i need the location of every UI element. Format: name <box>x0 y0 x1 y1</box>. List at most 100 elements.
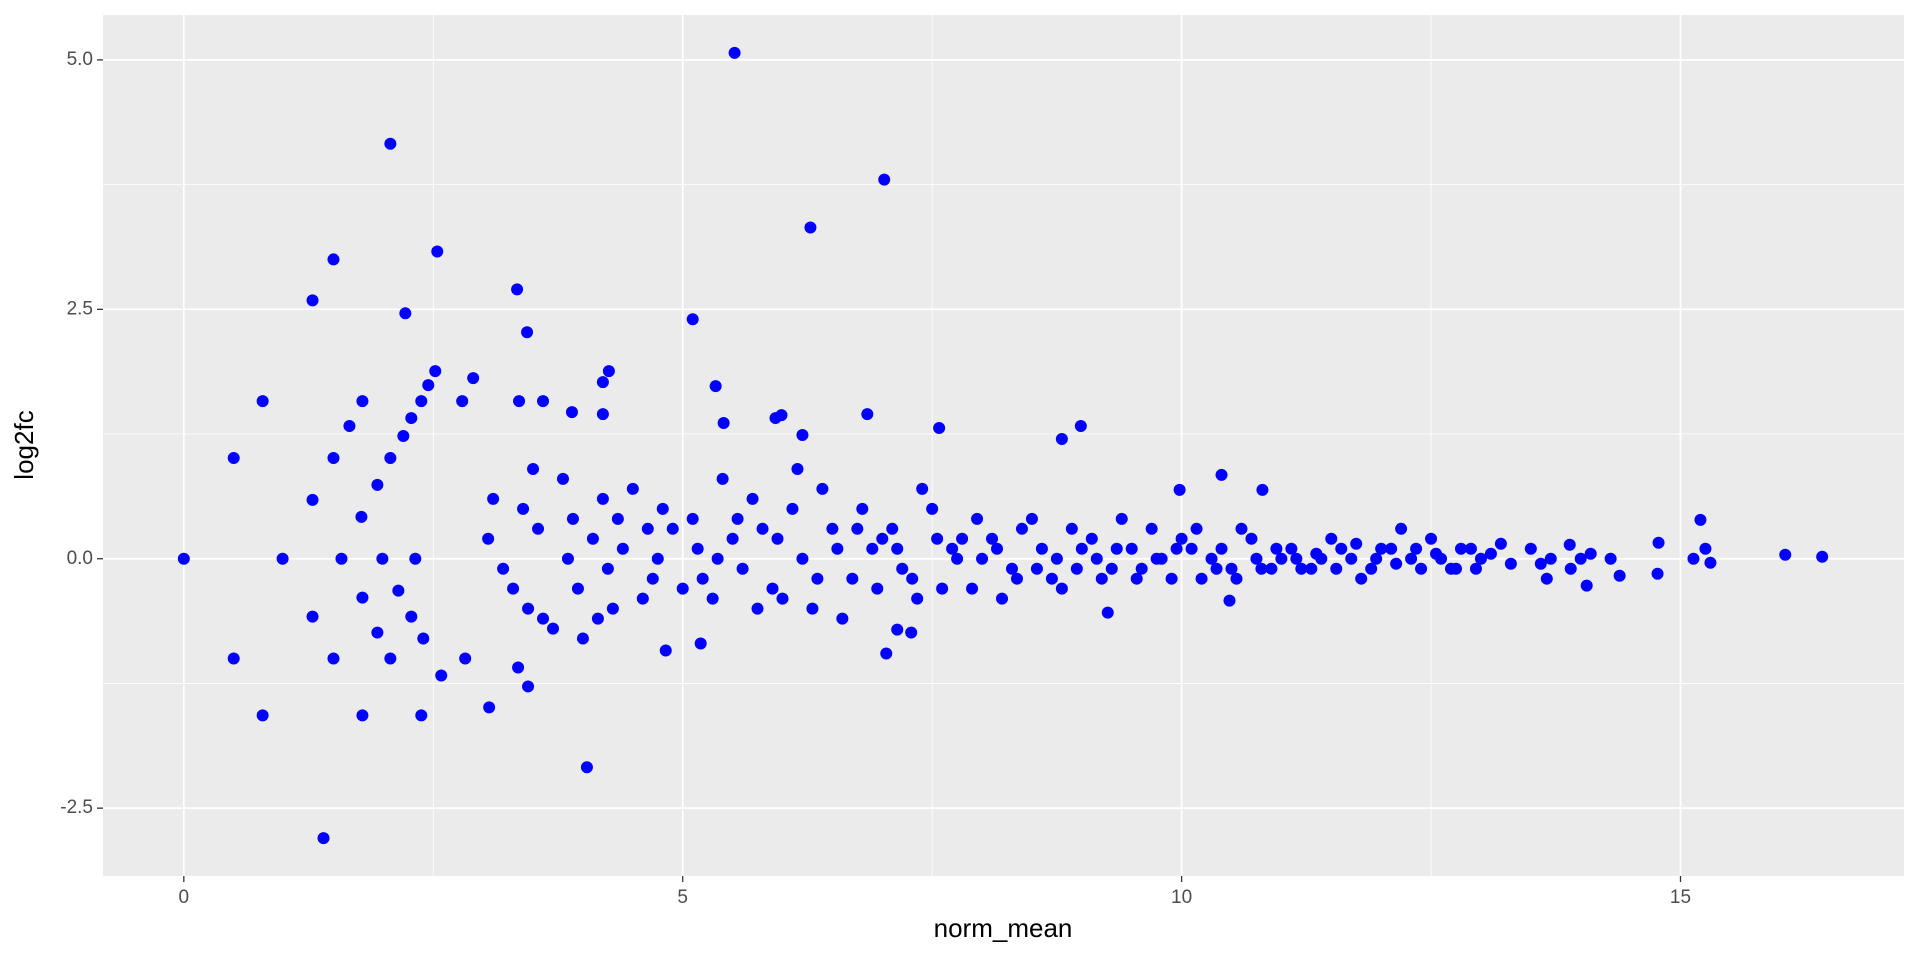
point <box>482 532 495 545</box>
point <box>771 532 784 545</box>
point <box>866 542 879 555</box>
point <box>429 365 442 378</box>
y-tick-label: 5.0 <box>67 49 93 70</box>
point <box>1070 562 1083 575</box>
point <box>1295 562 1308 575</box>
point <box>415 709 428 722</box>
point <box>1255 562 1268 575</box>
point <box>399 307 412 320</box>
point <box>532 522 545 535</box>
point <box>306 610 319 623</box>
point <box>1390 557 1403 570</box>
point <box>1310 547 1323 560</box>
point <box>1265 562 1278 575</box>
point <box>616 542 629 555</box>
point <box>811 572 824 585</box>
point <box>796 552 809 565</box>
point <box>522 680 535 693</box>
point <box>878 173 891 186</box>
point <box>686 313 699 326</box>
point <box>1494 537 1507 550</box>
point <box>397 430 410 443</box>
point <box>1651 567 1664 580</box>
point <box>1135 562 1148 575</box>
point <box>651 552 664 565</box>
point <box>709 380 722 393</box>
point <box>728 46 741 59</box>
point <box>384 652 397 665</box>
point <box>946 542 959 555</box>
point <box>227 652 240 665</box>
point <box>596 492 609 505</box>
point <box>1210 562 1223 575</box>
y-axis-title: log2fc <box>9 410 39 479</box>
point <box>596 408 609 421</box>
plot-panel <box>103 15 1904 876</box>
point <box>880 647 893 660</box>
point <box>911 592 924 605</box>
point <box>561 552 574 565</box>
point <box>1534 557 1547 570</box>
point <box>356 591 369 604</box>
point <box>846 572 859 585</box>
y-tick-label: -2.5 <box>60 797 93 818</box>
point <box>676 582 689 595</box>
point <box>376 552 389 565</box>
point <box>1350 537 1363 550</box>
point <box>497 562 510 575</box>
point <box>527 462 540 475</box>
point <box>431 245 444 258</box>
point <box>991 542 1004 555</box>
point <box>751 602 764 615</box>
point <box>1584 547 1597 560</box>
point <box>415 395 428 408</box>
point <box>335 552 348 565</box>
point <box>1816 550 1829 563</box>
point <box>405 412 418 425</box>
point <box>409 552 422 565</box>
point <box>926 502 939 515</box>
point <box>371 478 384 491</box>
point <box>826 522 839 535</box>
point <box>306 493 319 506</box>
point <box>905 626 918 639</box>
point <box>1325 532 1338 545</box>
point <box>512 661 525 674</box>
point <box>736 562 749 575</box>
point <box>1065 522 1078 535</box>
point <box>851 522 864 535</box>
point <box>1345 552 1358 565</box>
point <box>956 532 969 545</box>
point <box>694 637 707 650</box>
point <box>537 612 550 625</box>
point <box>1652 536 1665 549</box>
x-tick-label: 10 <box>1171 887 1192 908</box>
point <box>1415 562 1428 575</box>
point <box>976 552 989 565</box>
point <box>1385 542 1398 555</box>
point <box>716 472 729 485</box>
point <box>1165 572 1178 585</box>
point <box>1050 552 1063 565</box>
point <box>537 395 550 408</box>
point <box>513 395 526 408</box>
point <box>816 482 829 495</box>
point <box>711 552 724 565</box>
point <box>256 395 269 408</box>
point <box>1115 512 1128 525</box>
point <box>1694 513 1707 526</box>
point <box>804 221 817 234</box>
point <box>641 522 654 535</box>
point <box>1195 572 1208 585</box>
point <box>1256 483 1269 496</box>
point <box>1779 548 1792 561</box>
point <box>1464 542 1477 555</box>
point <box>606 602 619 615</box>
point <box>1010 572 1023 585</box>
point <box>1215 468 1228 481</box>
point <box>1130 572 1143 585</box>
point <box>435 669 448 682</box>
point <box>1045 572 1058 585</box>
point <box>1484 547 1497 560</box>
